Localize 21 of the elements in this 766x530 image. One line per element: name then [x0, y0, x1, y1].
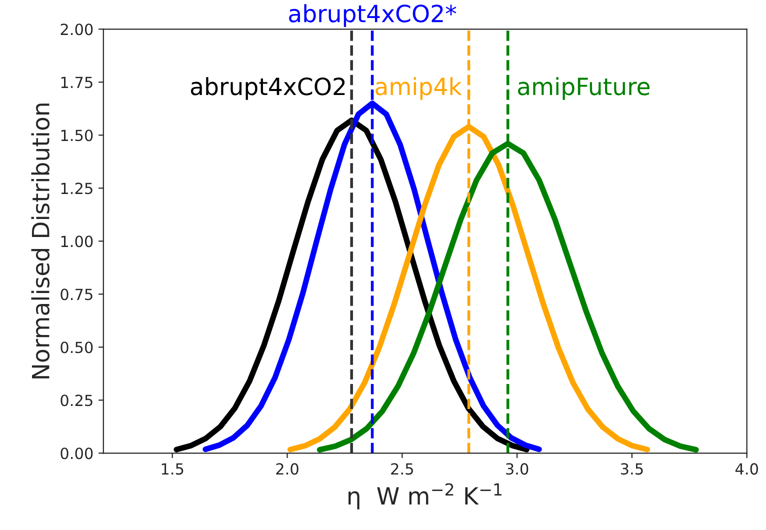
y-tick-label: 0.00: [60, 448, 93, 460]
y-axis-title: Normalised Distribution: [31, 104, 50, 378]
y-tick-label: 1.00: [61, 236, 93, 248]
x-tick-label: 2.5: [391, 463, 413, 475]
x-tick-label: 3.5: [620, 463, 643, 475]
series-label: abrupt4xCO2: [190, 77, 345, 100]
y-tick-label: 1.75: [61, 76, 92, 88]
series-label: amipFuture: [518, 77, 650, 100]
x-tick-label: 3.0: [506, 463, 528, 475]
y-tick-label: 0.25: [60, 394, 92, 406]
x-tick-label: 4.0: [735, 463, 758, 475]
x-axis-title: η W m$^{−2}$ K$^{−1}$: [348, 483, 502, 510]
y-tick-label: 1.50: [61, 130, 93, 142]
y-tick-label: 0.75: [60, 288, 92, 300]
y-tick-label: 2.00: [60, 24, 93, 36]
x-tick-label: 2.0: [276, 463, 298, 475]
text: abrupt4xCO2*: [289, 4, 456, 28]
series-label: amip4k: [376, 77, 462, 100]
y-tick-label: 1.25: [61, 182, 92, 194]
y-tick-label: 0.50: [60, 342, 93, 354]
x-tick-label: 1.5: [162, 463, 184, 475]
